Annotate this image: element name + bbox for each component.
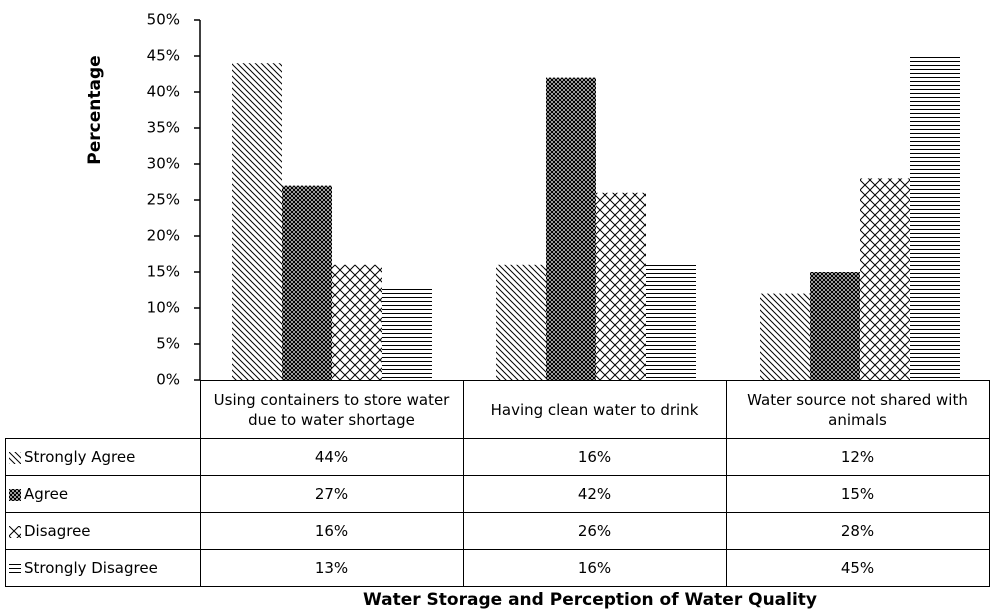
chart-title: Water Storage and Perception of Water Qu… — [363, 590, 817, 610]
corner-cell — [5, 380, 201, 439]
y-axis-label: Percentage — [85, 55, 105, 164]
series-row: Strongly Disagree 13% 16% 45% — [5, 549, 990, 587]
value-label: 13% — [199, 549, 464, 587]
bar — [860, 178, 910, 380]
legend-cell: Disagree — [5, 512, 201, 550]
bar — [546, 77, 596, 380]
value-label: 27% — [199, 475, 464, 513]
bar — [282, 185, 332, 380]
value-label: 15% — [725, 475, 990, 513]
legend-cell: Strongly Disagree — [5, 549, 201, 587]
value-label: 42% — [462, 475, 727, 513]
header-row: Using containers to store water due to w… — [5, 380, 990, 439]
y-tick-label: 35% — [147, 119, 180, 137]
bar — [596, 192, 646, 380]
bar — [646, 264, 696, 380]
category-label: Having clean water to drink — [462, 380, 727, 439]
legend-cell: Strongly Agree — [5, 438, 201, 476]
value-label: 28% — [725, 512, 990, 550]
legend-label: Strongly Disagree — [24, 559, 158, 577]
category-label: Water source not shared with animals — [725, 380, 990, 439]
bar — [760, 293, 810, 380]
bar — [910, 56, 960, 380]
data-table: Using containers to store water due to w… — [5, 380, 990, 587]
legend-swatch — [9, 488, 21, 501]
value-label: 16% — [199, 512, 464, 550]
value-label: 16% — [462, 549, 727, 587]
bar — [232, 63, 282, 380]
legend-cell: Agree — [5, 475, 201, 513]
value-label: 16% — [462, 438, 727, 476]
bar — [810, 272, 860, 380]
y-tick-label: 40% — [147, 83, 180, 101]
y-tick-label: 5% — [156, 335, 180, 353]
value-label: 45% — [725, 549, 990, 587]
y-tick-label: 50% — [147, 11, 180, 29]
y-tick-label: 10% — [147, 299, 180, 317]
legend-label: Agree — [24, 485, 69, 503]
bar — [496, 264, 546, 380]
value-label: 26% — [462, 512, 727, 550]
y-tick-label: 20% — [147, 227, 180, 245]
y-tick-label: 25% — [147, 191, 180, 209]
series-row: Strongly Agree 44% 16% 12% — [5, 438, 990, 476]
legend-swatch — [9, 451, 21, 464]
legend-label: Strongly Agree — [24, 448, 136, 466]
y-tick-label: 45% — [147, 47, 180, 65]
legend-swatch — [9, 562, 21, 575]
value-label: 44% — [199, 438, 464, 476]
category-label: Using containers to store water due to w… — [199, 380, 464, 439]
value-label: 12% — [725, 438, 990, 476]
legend-label: Disagree — [24, 522, 91, 540]
series-row: Agree 27% 42% 15% — [5, 475, 990, 513]
series-row: Disagree 16% 26% 28% — [5, 512, 990, 550]
bar — [382, 286, 432, 380]
y-tick-label: 30% — [147, 155, 180, 173]
bar — [332, 264, 382, 380]
y-tick-label: 15% — [147, 263, 180, 281]
legend-swatch — [9, 525, 21, 538]
